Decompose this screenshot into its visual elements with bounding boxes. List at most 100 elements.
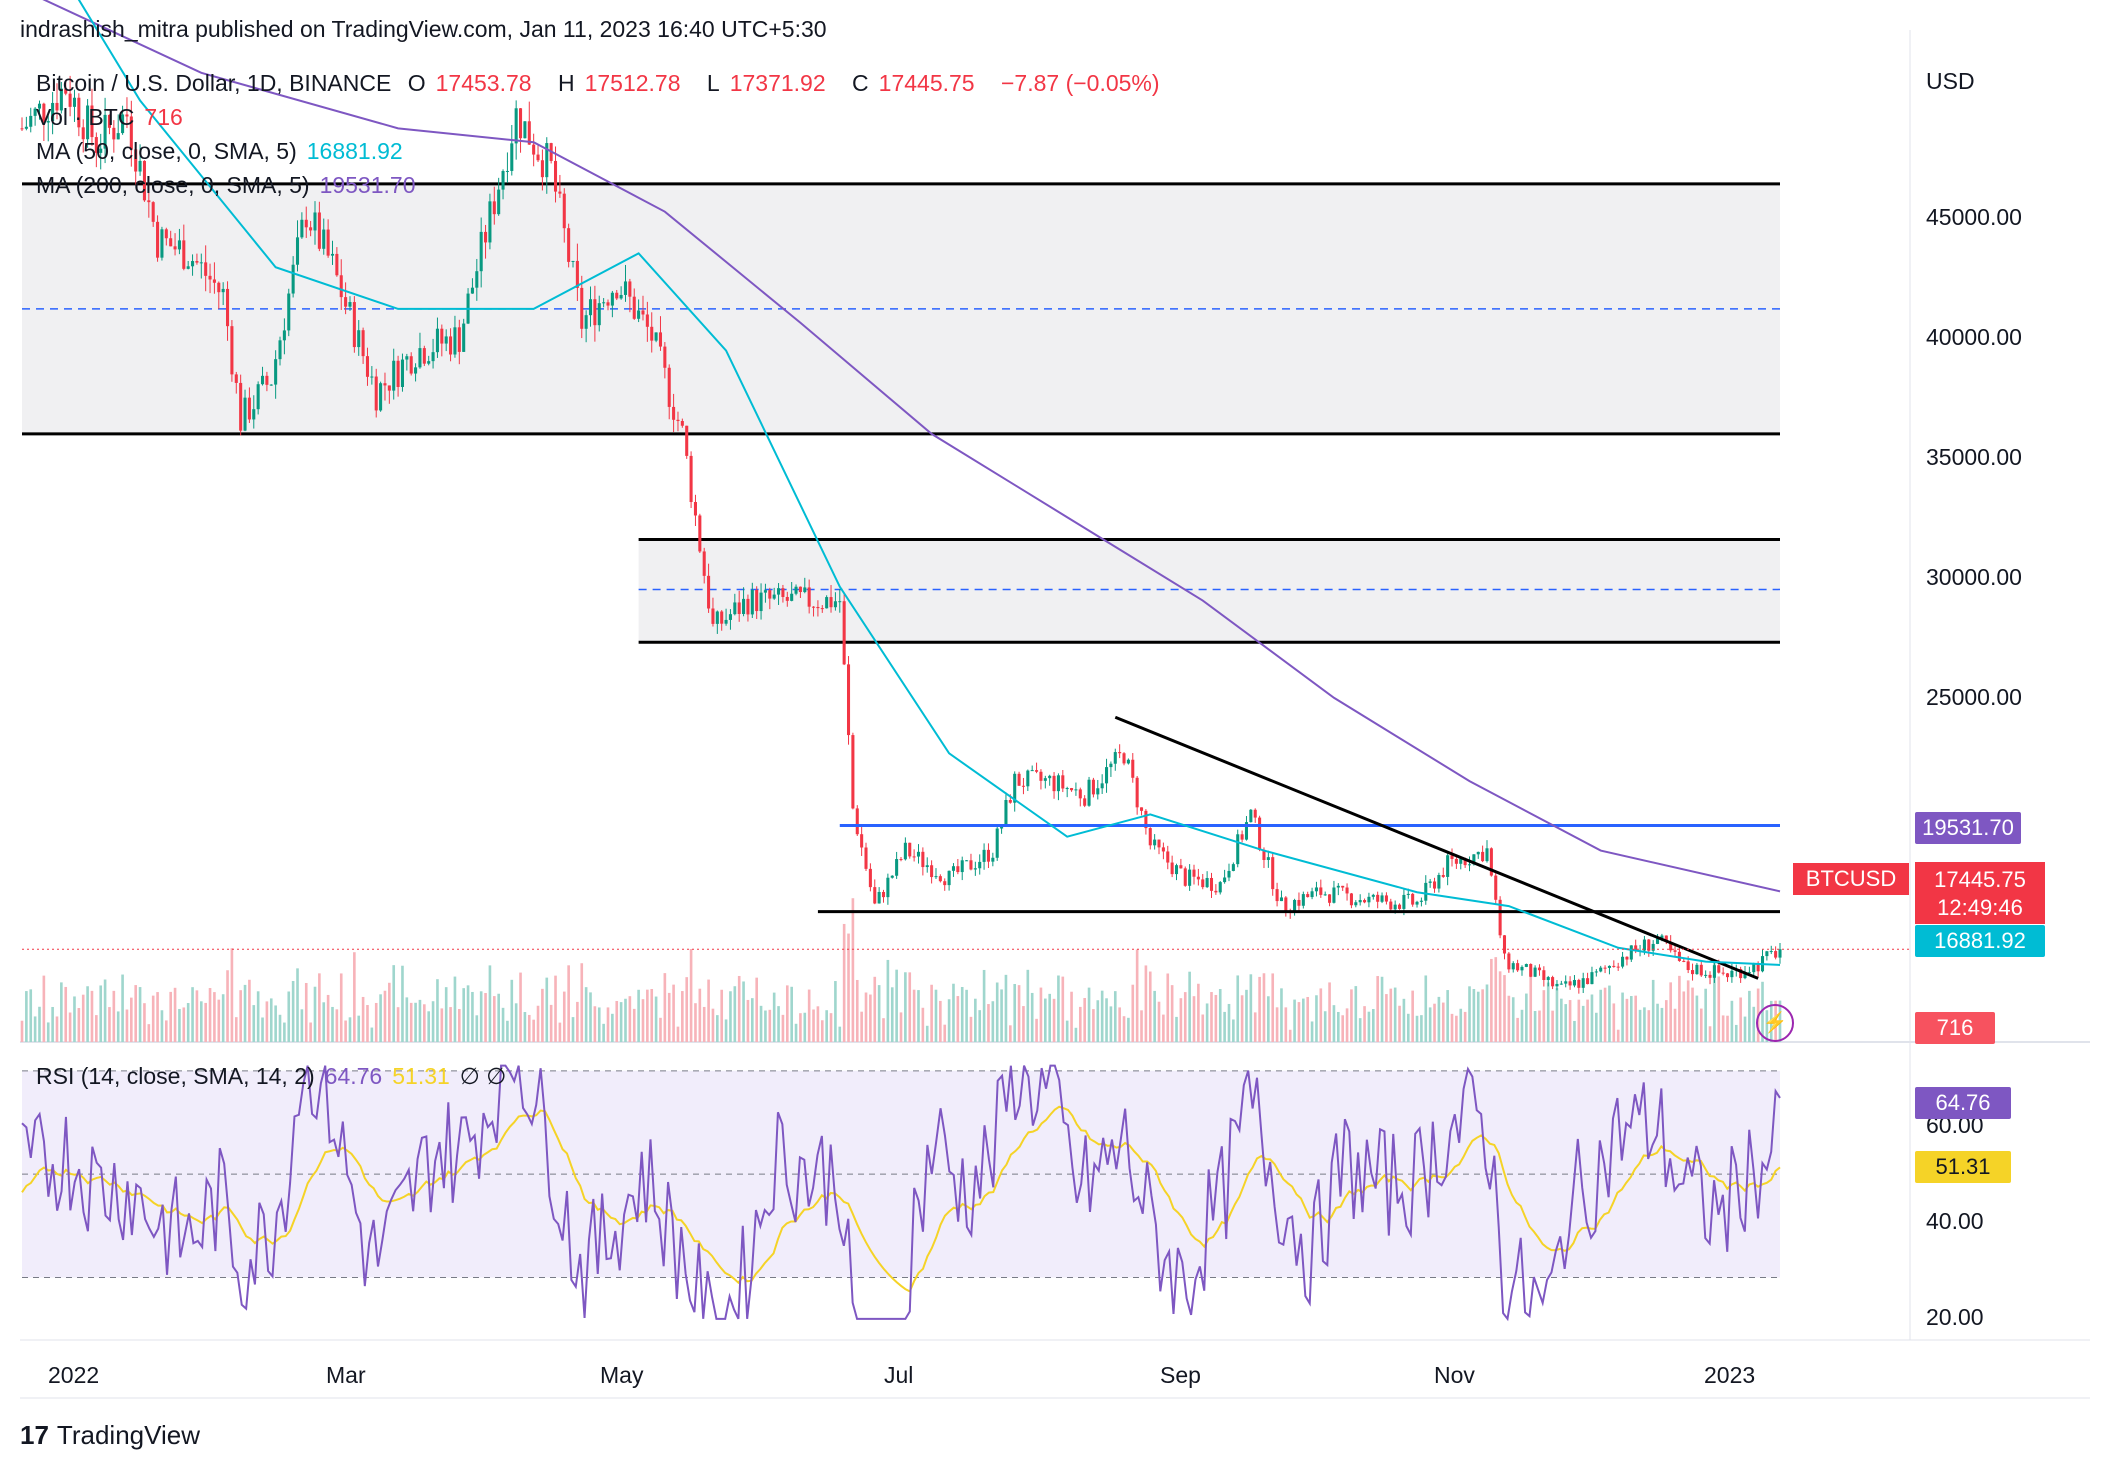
volume-bar <box>1157 1001 1161 1042</box>
candle-body <box>1328 894 1332 903</box>
candle-body <box>392 360 396 391</box>
ma50-legend: MA (50, close, 0, SMA, 5) 16881.92 <box>36 138 413 165</box>
volume-bar <box>527 1014 531 1042</box>
candle-body <box>1035 770 1039 772</box>
candle-body <box>1607 965 1611 968</box>
candle-body <box>1262 849 1266 861</box>
candle-body <box>125 114 129 117</box>
volume-bar <box>1721 1015 1725 1042</box>
candle-body <box>1673 950 1677 952</box>
volume-bar <box>545 977 549 1042</box>
price-tick: 35000.00 <box>1926 444 2022 470</box>
candle-body <box>470 287 474 294</box>
high-value: 17512.78 <box>584 70 681 96</box>
volume-bar <box>33 1016 37 1042</box>
candle-body <box>81 127 85 140</box>
downtrend-line <box>1114 715 1759 980</box>
candle-body <box>1406 893 1410 895</box>
candle-body <box>1332 887 1336 903</box>
volume-bar <box>1214 994 1218 1042</box>
volume-bar <box>1306 996 1310 1042</box>
volume-bar <box>873 976 877 1042</box>
volume-bar <box>523 1012 527 1042</box>
ma50-value: 16881.92 <box>306 138 403 164</box>
candle-body <box>623 281 628 295</box>
time-label: Jul <box>884 1362 914 1388</box>
candle-body <box>1656 938 1660 944</box>
candle-body <box>107 114 111 128</box>
candle-body <box>1083 798 1087 806</box>
volume-bar <box>370 1027 374 1042</box>
volume-bar <box>156 992 159 1042</box>
volume-bar <box>1573 1020 1576 1042</box>
candle-body <box>1691 970 1695 975</box>
candle-body <box>300 219 304 238</box>
candle-body <box>339 275 343 298</box>
change-value: −7.87 (−0.05%) <box>1000 70 1160 96</box>
candle-body <box>1529 964 1533 977</box>
volume-bar <box>1192 996 1196 1042</box>
rsi-value-tag: 64.76 <box>1915 1087 2011 1119</box>
volume-bar <box>825 1010 828 1042</box>
candle-body <box>794 586 798 594</box>
candle-body <box>1100 783 1104 789</box>
candle-body <box>1096 788 1100 795</box>
volume-bar <box>1546 982 1550 1042</box>
candle-body <box>156 221 160 258</box>
volume-bar <box>676 1026 680 1042</box>
volume-value: 716 <box>144 104 183 130</box>
volume-bar <box>1651 979 1655 1042</box>
candle-body <box>1135 777 1139 808</box>
candle-body <box>1223 877 1227 883</box>
volume-bar <box>1271 973 1275 1042</box>
tradingview-logo[interactable]: 17 TradingView <box>20 1420 200 1451</box>
volume-bar <box>1437 996 1441 1042</box>
lightning-icon[interactable]: ⚡ <box>1756 1004 1794 1042</box>
candle-body <box>365 356 370 377</box>
volume-bar <box>895 969 898 1042</box>
candle-body <box>1244 822 1249 840</box>
candle-body <box>151 202 155 222</box>
volume-bar <box>799 1013 802 1042</box>
volume-bar <box>1411 990 1414 1042</box>
candle-body <box>1363 900 1367 903</box>
volume-bar <box>1621 992 1624 1042</box>
volume-bar <box>213 992 216 1042</box>
candle-body <box>1502 935 1507 954</box>
volume-bar <box>427 1011 431 1042</box>
volume-bar <box>353 952 356 1042</box>
candle-body <box>1437 874 1441 889</box>
volume-bar <box>554 975 557 1042</box>
volume-bar <box>479 991 483 1042</box>
volume-bar <box>1371 1008 1375 1042</box>
candle-body <box>855 808 859 835</box>
volume-bar <box>882 1018 885 1042</box>
volume-bar <box>536 1005 540 1042</box>
candle-body <box>860 834 864 848</box>
range-zone <box>638 539 1780 643</box>
candle-body <box>1498 899 1502 936</box>
candle-body <box>991 857 995 862</box>
candle-body <box>409 356 413 374</box>
candle-body <box>1778 949 1782 958</box>
volume-bar <box>995 982 999 1042</box>
volume-bar <box>965 989 968 1042</box>
candle-body <box>1205 877 1209 888</box>
candle-body <box>1240 834 1244 840</box>
candle-body <box>1306 894 1310 898</box>
volume-bar <box>519 972 522 1042</box>
candle-body <box>444 336 448 344</box>
candle-body <box>1113 752 1117 764</box>
candle-body <box>1052 775 1056 792</box>
candle-body <box>274 359 278 385</box>
volume-legend: Vol · BTC 716 <box>36 104 193 131</box>
range-zone <box>22 183 1780 434</box>
volume-bar <box>904 972 907 1042</box>
volume-bar <box>974 998 977 1042</box>
volume-bar <box>1612 1003 1616 1042</box>
volume-bar <box>339 973 343 1042</box>
candle-body <box>680 421 684 426</box>
candle-body <box>1249 809 1253 823</box>
volume-bar <box>1227 1003 1231 1042</box>
